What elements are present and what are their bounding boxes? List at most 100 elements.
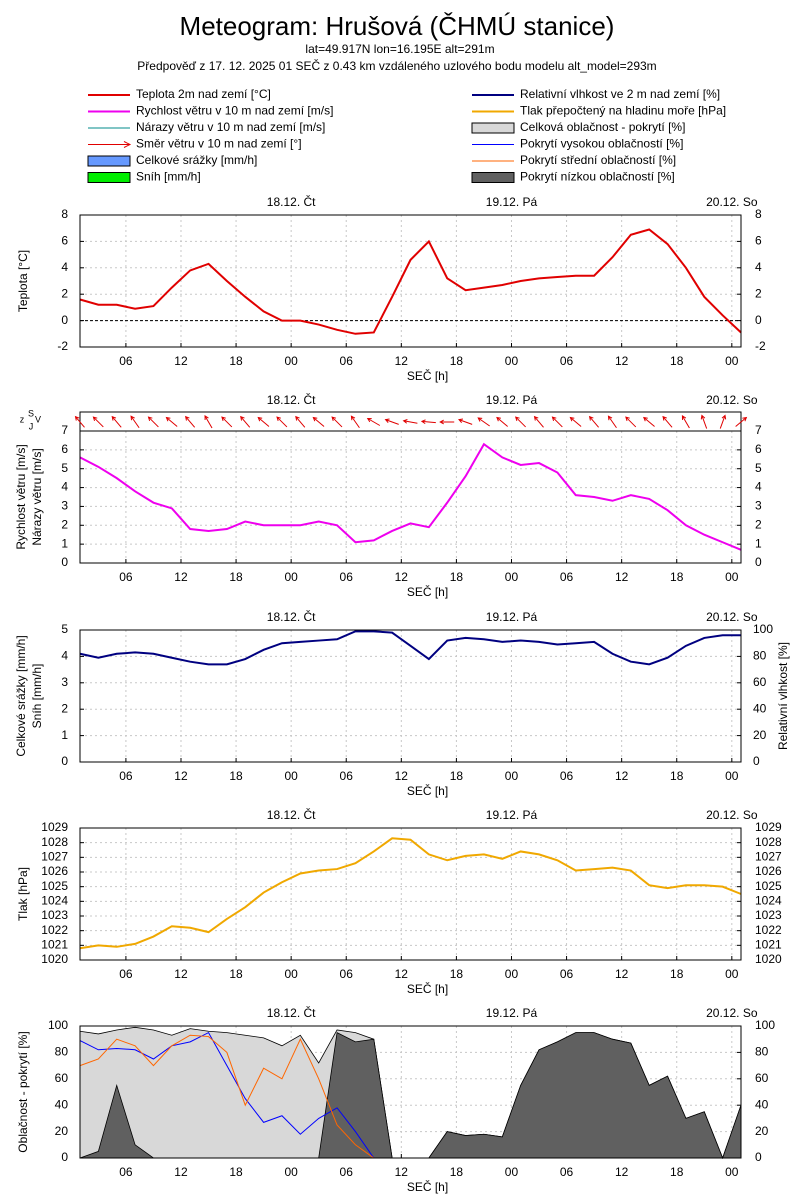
legend-label: Pokrytí střední oblačností [%]: [520, 153, 676, 167]
y-tick-label-right: 0: [755, 555, 762, 569]
legend-label: Směr větru v 10 m nad zemí [°]: [136, 137, 302, 151]
title: Meteogram: Hrušová (ČHMÚ stanice): [180, 11, 615, 41]
y-tick-label-right: 6: [755, 442, 762, 456]
x-tick-label: 12: [615, 769, 629, 783]
wind-arrow: [221, 416, 233, 428]
x-tick-label: 12: [615, 354, 629, 368]
series-line: [79, 630, 741, 666]
wind-arrow: [350, 415, 360, 429]
wind-arrow: [439, 419, 455, 425]
wind-arrow: [588, 415, 599, 428]
y-axis-label: Oblačnost - pokrytí [%]: [16, 1031, 30, 1152]
legend-label: Tlak přepočtený na hladinu moře [hPa]: [520, 104, 726, 118]
y-tick-label: 1026: [41, 864, 68, 878]
wind-arrow: [735, 416, 748, 427]
x-tick-label: 18: [229, 769, 243, 783]
legend-label: Sníh [mm/h]: [136, 170, 201, 184]
x-tick-label: 18: [450, 570, 464, 584]
day-label: 20.12. So: [706, 393, 758, 407]
wind-arrow: [384, 418, 399, 425]
legend-swatch: [88, 141, 132, 148]
y-tick-label-right: 1028: [755, 835, 782, 849]
series-line: [79, 837, 742, 950]
wind-arrow: [331, 416, 343, 428]
x-tick-label: 12: [395, 570, 409, 584]
day-label: 18.12. Čt: [267, 807, 316, 822]
legend-swatch: [471, 122, 515, 134]
day-label: 19.12. Pá: [486, 1006, 538, 1020]
x-axis-label: SEČ [h]: [407, 981, 448, 996]
x-tick-label: 18: [450, 967, 464, 981]
y-tick-label: 1028: [41, 835, 68, 849]
y-tick-label-right: 20: [755, 1124, 769, 1138]
y-tick-label: 60: [55, 1071, 69, 1085]
day-label: 19.12. Pá: [486, 610, 538, 624]
y-tick-label-right: 0: [755, 1150, 762, 1164]
wind-arrow: [147, 416, 159, 428]
x-tick-label: 06: [560, 354, 574, 368]
day-label: 18.12. Čt: [267, 194, 316, 209]
x-tick-label: 00: [284, 967, 298, 981]
x-tick-label: 06: [560, 570, 574, 584]
x-tick-label: 12: [615, 967, 629, 981]
x-axis-label: SEČ [h]: [407, 584, 448, 599]
wind-arrow: [569, 416, 582, 427]
x-tick-label: 00: [505, 769, 519, 783]
y-tick-label-right: 1021: [755, 938, 782, 952]
x-tick-label: 00: [284, 1165, 298, 1179]
x-tick-label: 06: [340, 769, 354, 783]
x-tick-label: 06: [119, 967, 133, 981]
x-tick-label: 00: [725, 967, 739, 981]
x-tick-label: 12: [174, 769, 188, 783]
x-tick-label: 18: [670, 570, 684, 584]
y-tick-label: 2: [61, 701, 68, 715]
day-label: 20.12. So: [706, 808, 758, 822]
x-tick-label: 06: [119, 769, 133, 783]
series-line: [79, 442, 742, 551]
wind-arrow: [366, 417, 381, 426]
x-tick-label: 18: [450, 354, 464, 368]
wind-arrow: [681, 415, 690, 429]
x-tick-label: 06: [340, 570, 354, 584]
x-tick-label: 06: [560, 769, 574, 783]
x-tick-label: 06: [119, 354, 133, 368]
x-tick-label: 12: [615, 570, 629, 584]
wind-arrow: [312, 416, 325, 427]
y-tick-label: 1021: [41, 938, 68, 952]
y-tick-label: -2: [57, 339, 68, 353]
legend-label: Pokrytí nízkou oblačností [%]: [520, 170, 675, 184]
wind-arrow: [257, 416, 270, 427]
wind-arrow: [74, 415, 85, 428]
y-tick-label: 1020: [41, 952, 68, 966]
y-axis-label: Sníh [mm/h]: [30, 664, 44, 729]
y-tick-label: 40: [55, 1097, 69, 1111]
x-tick-label: 00: [284, 354, 298, 368]
legend-swatch: [87, 155, 131, 167]
wind-arrow: [420, 419, 436, 425]
wind-arrow: [295, 415, 306, 428]
x-tick-label: 18: [450, 1165, 464, 1179]
x-tick-label: 18: [229, 570, 243, 584]
direction-key: z: [20, 414, 25, 424]
direction-key: V: [35, 414, 41, 424]
y-tick-label-right: 1029: [755, 820, 782, 834]
x-tick-label: 00: [284, 570, 298, 584]
y-tick-label-right: 2: [755, 517, 762, 531]
x-tick-label: 06: [340, 967, 354, 981]
y2-tick-label: 40: [753, 701, 767, 715]
y-tick-label: 6: [61, 442, 68, 456]
x-tick-label: 06: [119, 570, 133, 584]
y-tick-label: 2: [61, 286, 68, 300]
wind-arrow: [700, 414, 708, 429]
y-tick-label: 1027: [41, 850, 68, 864]
x-tick-label: 12: [395, 769, 409, 783]
plot-frame: [79, 214, 742, 348]
wind-arrow: [92, 416, 104, 428]
day-label: 19.12. Pá: [486, 393, 538, 407]
y-tick-label-right: 80: [755, 1045, 769, 1059]
y-axis-label: Celkové srážky [mm/h]: [14, 635, 28, 756]
y-tick-label: 1024: [41, 894, 68, 908]
y-tick-label-right: -2: [755, 339, 766, 353]
wind-arrow: [240, 415, 251, 428]
y-tick-label: 4: [61, 480, 68, 494]
